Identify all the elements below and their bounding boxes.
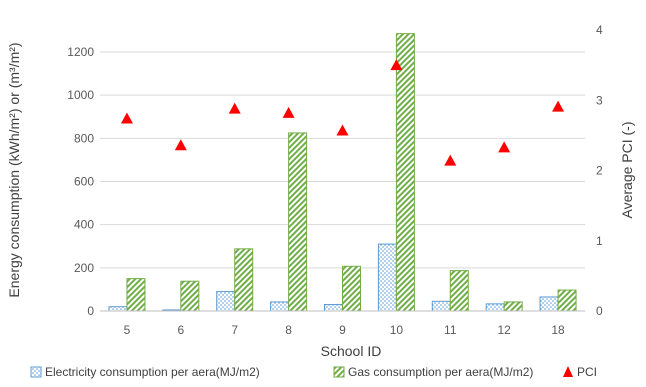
pci-point <box>390 59 403 71</box>
y2-tick-label: 0 <box>596 304 603 318</box>
gas-bar <box>288 132 308 312</box>
electricity-bar <box>216 291 236 312</box>
electricity-bar <box>108 306 128 312</box>
y-tick-label: 600 <box>74 175 94 189</box>
x-tick-label: 7 <box>231 323 238 337</box>
electricity-bar <box>485 303 505 312</box>
gas-bar <box>557 289 577 312</box>
gas-bar <box>503 301 523 312</box>
legend-swatch <box>333 366 345 378</box>
x-tick-label: 10 <box>390 323 404 337</box>
x-tick-label: 8 <box>285 323 292 337</box>
x-tick-label: 18 <box>551 323 565 337</box>
y-tick-label: 1000 <box>67 88 94 102</box>
y2-tick-label: 2 <box>596 164 603 178</box>
pci-point <box>498 141 511 153</box>
gridlines <box>100 51 585 269</box>
gas-bar <box>395 33 415 312</box>
y-tick-label: 200 <box>74 261 94 275</box>
pci-point <box>228 102 241 114</box>
pci-point <box>552 100 565 112</box>
legend: Electricity consumption per aera(MJ/m2) G… <box>30 365 597 379</box>
electricity-bar <box>270 301 290 312</box>
pci-points <box>120 59 565 166</box>
legend-label: Electricity consumption per aera(MJ/m2) <box>45 365 260 379</box>
gas-bar <box>342 265 361 312</box>
y-tick-label: 1200 <box>67 45 94 59</box>
y2-axis-title: Average PCI (-) <box>619 122 635 219</box>
y-axis-title: Energy consumption (kWh/m²) or (m³/m²) <box>6 42 22 297</box>
electricity-bar <box>377 243 397 312</box>
pci-point <box>336 124 349 136</box>
gas-bar <box>180 280 200 312</box>
pci-point <box>282 106 295 118</box>
electricity-bar <box>431 300 451 312</box>
x-tick-label: 12 <box>497 323 511 337</box>
y2-tick-label: 4 <box>596 23 603 37</box>
y-tick-label: 800 <box>74 131 94 145</box>
y2-tick-label: 1 <box>596 234 603 248</box>
bars <box>108 33 577 312</box>
x-tick-label: 11 <box>444 323 457 337</box>
x-tick-label: 6 <box>177 323 184 337</box>
y-tick-label: 0 <box>87 304 94 318</box>
x-axis-title: School ID <box>321 343 382 359</box>
x-tick-label: 5 <box>124 323 131 337</box>
gas-bar <box>234 248 254 312</box>
legend-label: Gas consumption per aera(MJ/m2) <box>348 365 533 379</box>
gas-bar <box>126 278 146 312</box>
pci-point <box>174 139 187 151</box>
y2-tick-label: 3 <box>596 93 603 107</box>
electricity-bar <box>324 304 343 312</box>
legend-label: PCI <box>577 365 597 379</box>
y-tick-label: 400 <box>74 218 94 232</box>
gas-bar <box>449 270 469 312</box>
legend-swatch <box>30 366 42 378</box>
pci-point <box>120 112 133 124</box>
x-tick-label: 9 <box>339 323 346 337</box>
electricity-bar <box>539 296 559 312</box>
pci-point <box>444 154 457 166</box>
legend-swatch <box>563 366 573 377</box>
